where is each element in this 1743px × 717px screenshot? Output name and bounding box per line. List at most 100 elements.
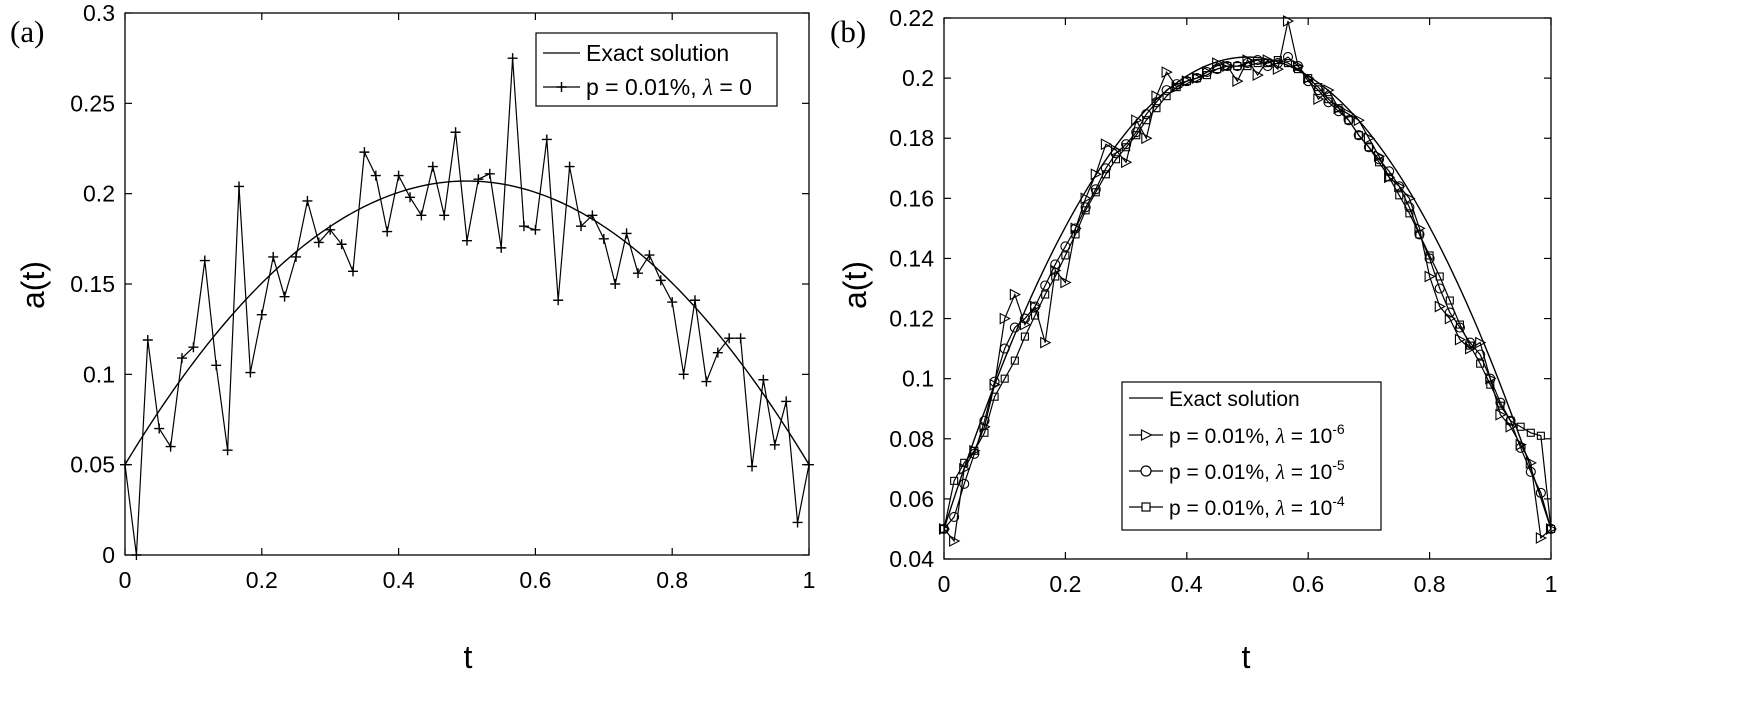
panel-b-data-point-square: [950, 476, 959, 485]
panel-b-data-point-square: [1536, 431, 1545, 440]
panel-b-data-point-triangle-right: [1121, 156, 1133, 169]
panel-b-x-tick-label: 0.6: [1292, 571, 1324, 597]
panel-a-data-point-plus: [142, 335, 153, 346]
panel-b-data-point-circle: [969, 448, 980, 459]
panel-a-y-tick-label: 0.1: [83, 361, 115, 387]
panel-b-data-point-square: [1395, 191, 1404, 200]
panel-b-y-tick-label: 0.2: [902, 65, 934, 91]
panel-b-data-point-circle: [1131, 127, 1142, 138]
panel-b-data-point-circle: [938, 523, 950, 534]
panel-b-data-point-square: [1344, 116, 1353, 125]
panel-b-y-tick-label: 0.08: [889, 426, 934, 452]
panel-a-data-point-plus: [222, 445, 233, 456]
panel-b-x-tick-label: 0.8: [1414, 571, 1446, 597]
panel-b-data-point-square: [1041, 290, 1050, 299]
panel-b-series-2: [938, 52, 1557, 534]
panel-a-data-point-plus: [302, 195, 313, 206]
panel-b-data-point-triangle-right: [1384, 171, 1396, 184]
panel-a-data-point-plus: [416, 210, 427, 221]
panel-b-data-point-square: [1051, 272, 1060, 281]
panel-b-data-point-circle: [1323, 97, 1334, 108]
panel-b-data-point-square: [1263, 59, 1272, 68]
panel-a-data-point-plus: [405, 192, 416, 203]
panel-a-data-point-plus: [176, 353, 187, 364]
panel-a-data-point-plus: [188, 342, 199, 353]
panel-b-data-point-square: [1253, 59, 1262, 68]
panel-b-data-point-triangle-right: [1100, 138, 1113, 151]
panel-b-data-point-square: [960, 458, 969, 467]
panel-b-data-point-triangle-right: [1252, 69, 1264, 82]
panel-b-data-point-circle: [1272, 58, 1283, 69]
panel-b-data-point-triangle-right: [1353, 114, 1365, 127]
panel-b-data-point-triangle-right: [1475, 336, 1487, 349]
panel-b-data-point-square: [1425, 251, 1434, 260]
panel-b-data-point-triangle-right: [1080, 192, 1092, 205]
panel-b-data-point-square: [1506, 416, 1515, 425]
panel-b-data-point-circle: [1191, 73, 1202, 84]
panel-a-data-point-plus: [154, 423, 165, 434]
panel-b-data-point-triangle-right: [949, 535, 961, 547]
panel-a-y-tick-label: 0.25: [70, 90, 115, 116]
panel-a-data-point-plus: [507, 53, 518, 64]
panel-b-data-point-circle: [1333, 106, 1344, 117]
panel-a-data-point-plus: [621, 228, 632, 239]
panel-a-data-point-plus: [553, 295, 564, 306]
panel-a-data-point-plus: [393, 170, 404, 181]
panel-a-data-point-plus: [256, 309, 267, 320]
panel-b-legend-box: [1121, 381, 1382, 531]
panel-b-data-point-circle: [1373, 154, 1385, 165]
panel-b-data-point-square: [1314, 83, 1323, 92]
panel-b-data-point-circle: [1181, 76, 1192, 87]
panel-b-data-point-circle: [1282, 52, 1294, 63]
panel-b-legend-square-label: p = 0.01%, λ = 10-4: [1169, 493, 1345, 520]
panel-b-data-point-circle: [1212, 64, 1223, 75]
panel-b-data-point-square: [1526, 428, 1535, 437]
panel-b-series-line-1: [943, 20, 1552, 543]
panel-b-data-point-triangle-right: [1535, 532, 1548, 544]
panel-b-data-point-triangle-right: [1313, 93, 1325, 106]
panel-b-data-point-triangle-right: [1019, 318, 1032, 331]
panel-b-x-tick-label: 1: [1545, 571, 1558, 597]
panel-b-data-point-triangle-right: [1282, 15, 1295, 27]
panel-b-data-point-square: [1031, 311, 1040, 320]
panel-a-x-axis-label: t: [464, 639, 473, 675]
panel-a-legend-noisy-label: p = 0.01%, λ = 0: [586, 74, 752, 100]
panel-b-data-point-square: [1091, 188, 1100, 197]
panel-b-y-tick-label: 0.16: [889, 185, 934, 211]
panel-a-data-point-plus: [564, 161, 575, 172]
panel-a-exact-solution-line: [124, 180, 810, 466]
panel-b-y-tick-label: 0.1: [902, 366, 934, 392]
panel-b-data-point-circle: [1485, 373, 1496, 384]
panel-a-data-point-plus: [120, 459, 130, 470]
panel-b-data-point-circle: [1313, 85, 1324, 96]
panel-b-data-point-square: [1061, 251, 1070, 260]
panel-b: (b) 0 0.2 0.4 0.6 0.8 1 0.04 0.06 0.08 0.1 0.12 0.1…: [830, 5, 1557, 675]
panel-b-data-point-square: [1324, 95, 1333, 104]
panel-a-legend-plus-marker: [556, 82, 567, 92]
panel-b-data-point-circle: [1090, 184, 1101, 195]
panel-b-data-point-circle: [949, 511, 960, 522]
panel-b-y-tick-label: 0.04: [889, 546, 934, 572]
panel-b-data-point-square: [939, 524, 949, 533]
panel-a-legend-exact-label: Exact solution: [586, 40, 729, 66]
panel-b-data-point-circle: [1363, 142, 1374, 153]
panel-b-legend-triangle-marker: [1140, 429, 1153, 441]
panel-b-data-point-square: [1071, 230, 1080, 239]
panel-a-label: (a): [10, 14, 44, 49]
panel-b-data-point-square: [1202, 71, 1212, 80]
panel-a-x-tick-label: 0.2: [246, 567, 278, 593]
panel-b-data-point-circle: [1303, 76, 1314, 87]
panel-a-data-point-plus: [689, 295, 700, 306]
panel-b-data-point-circle: [1505, 415, 1516, 426]
panel-b-data-point-circle: [1353, 130, 1364, 141]
panel-b-data-point-triangle-right: [1272, 63, 1285, 76]
panel-b-y-tick-label: 0.14: [889, 245, 934, 271]
panel-b-legend-triangle-label: p = 0.01%, λ = 10-6: [1169, 421, 1345, 448]
panel-b-data-point-square: [1354, 131, 1363, 140]
panel-a-data-point-plus: [781, 396, 792, 407]
panel-a-data-point-plus: [325, 224, 336, 235]
panel-a-data-point-plus: [234, 181, 245, 192]
panel-a-data-point-plus: [359, 147, 370, 158]
panel-a-data-point-plus: [804, 459, 814, 470]
